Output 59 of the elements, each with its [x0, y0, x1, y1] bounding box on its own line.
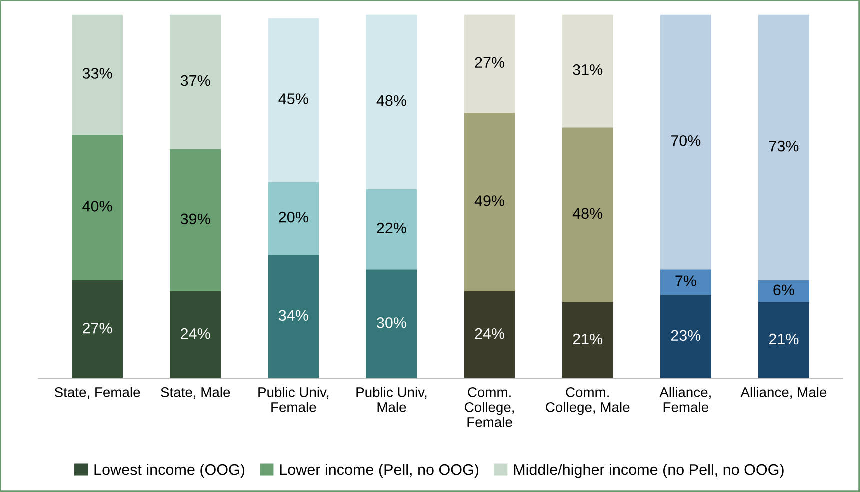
data-label: 45%: [278, 94, 308, 104]
bar: [464, 291, 516, 379]
data-label: 27%: [83, 322, 112, 334]
x-tick-label: State, Female: [54, 387, 140, 400]
bar: [366, 190, 418, 270]
legend-label: Lower income (Pell, no OOG): [280, 464, 479, 478]
bar: [366, 14, 418, 190]
data-label: 24%: [475, 328, 505, 340]
bar: [268, 255, 320, 379]
bar: [562, 128, 614, 302]
bar: [464, 113, 516, 292]
bar: [562, 302, 614, 379]
bar: [72, 14, 124, 135]
data-label: 7%: [676, 276, 696, 286]
x-tick-label: State, Male: [161, 387, 230, 400]
bar: [72, 134, 124, 281]
data-label: 31%: [573, 64, 603, 76]
data-label: 40%: [82, 201, 112, 212]
x-tick-label: Comm. College, Male: [546, 388, 630, 416]
data-label: 21%: [769, 334, 799, 345]
x-tick-label: Public Univ, Female: [258, 387, 329, 412]
data-label: 48%: [376, 95, 406, 106]
bar: [758, 14, 810, 281]
data-label: 21%: [573, 334, 603, 345]
data-label: 49%: [474, 196, 505, 206]
bar: [72, 280, 124, 379]
legend-label: Lowest income (OOG): [94, 464, 245, 478]
x-tick-label: Alliance, Male: [740, 387, 827, 400]
x-tick-label: Public Univ, Male: [356, 387, 427, 412]
bar: [660, 295, 712, 379]
bar: [660, 14, 712, 270]
data-label: 6%: [774, 284, 794, 296]
bar: [268, 18, 320, 182]
bar: [170, 149, 222, 292]
data-label: 27%: [475, 57, 505, 68]
bar: [464, 14, 516, 114]
data-label: 73%: [769, 140, 799, 152]
data-label: 37%: [180, 75, 210, 86]
bar: [170, 291, 222, 379]
bar: [562, 14, 614, 128]
bar: [660, 270, 712, 296]
data-label: 70%: [671, 135, 701, 146]
x-tick-label: Comm. College, Female: [465, 388, 514, 428]
bar: [170, 14, 222, 150]
data-label: 22%: [377, 222, 406, 234]
data-label: 23%: [671, 330, 701, 342]
bar: [758, 302, 810, 379]
bar: [758, 280, 810, 302]
data-label: 48%: [572, 208, 603, 220]
bar: [268, 182, 320, 256]
bar: [366, 270, 418, 379]
data-label: 34%: [278, 310, 308, 322]
data-label: 30%: [377, 318, 406, 328]
legend-label: Middle/higher income (no Pell, no OOG): [514, 464, 784, 478]
x-tick-label: Alliance, Female: [660, 387, 711, 412]
data-label: 24%: [181, 328, 210, 340]
data-label: 33%: [82, 68, 112, 79]
data-label: 20%: [279, 212, 308, 223]
data-label: 39%: [180, 214, 210, 225]
